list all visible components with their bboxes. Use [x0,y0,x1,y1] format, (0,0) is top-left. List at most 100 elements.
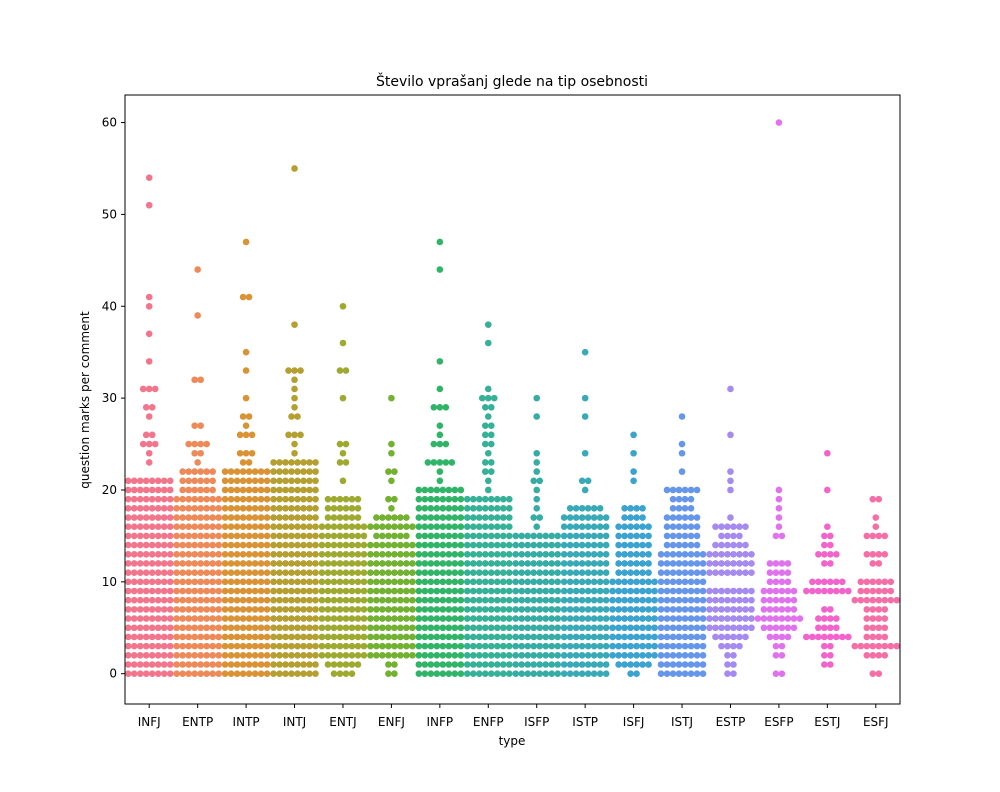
data-point-enfp [499,578,507,586]
data-point-enfp [505,596,513,604]
data-point-entp [197,514,204,521]
data-point-istp [602,514,610,521]
data-point-isfj [633,661,640,668]
data-point-infp [451,550,459,558]
data-point-estp [712,541,719,549]
data-point-infp [433,532,441,540]
data-point-entp [197,587,204,595]
data-point-intj [270,459,277,466]
data-point-entj [330,514,338,521]
data-point-esfp [790,624,798,632]
data-point-intp [239,514,247,521]
data-point-intj [288,606,295,613]
data-point-infj [148,523,156,531]
data-point-estj [827,532,834,540]
data-point-istj [681,642,689,650]
data-point-enfp [493,642,501,650]
data-point-intp [257,550,265,558]
data-point-estj [845,587,852,595]
data-point-esfp [790,615,798,622]
data-point-estp [736,523,743,531]
data-point-istp [572,661,580,668]
data-point-intp [248,449,256,457]
data-point-isfp [524,661,532,668]
data-point-intp [239,652,247,659]
data-point-intp [239,459,247,466]
data-point-estp [736,624,743,632]
x-tick-label: ISTJ [671,715,693,729]
data-point-infp [436,385,444,393]
data-point-enfp [475,624,483,632]
data-point-entp [173,495,180,503]
data-point-enfj [379,560,386,567]
data-point-isfj [633,541,640,549]
data-point-istp [584,532,592,540]
data-point-enfj [379,633,386,641]
data-point-intp [245,661,253,668]
data-point-istj [669,569,677,576]
data-point-infj [142,514,150,521]
data-point-estp [712,560,719,567]
data-point-intj [285,367,292,374]
data-point-intj [288,587,295,595]
data-point-isfp [518,661,526,668]
data-point-infp [445,578,453,586]
data-point-intp [263,578,271,586]
data-point-isfp [533,449,541,457]
data-point-istp [584,596,592,604]
data-point-intj [270,541,277,549]
data-point-infj [160,652,168,659]
data-point-istj [687,633,695,641]
data-point-isfp [542,652,550,659]
data-point-istj [699,578,707,586]
data-point-isfj [645,587,652,595]
data-point-infp [457,652,465,659]
data-point-infp [445,633,453,641]
data-point-estj [827,633,834,641]
data-point-enfp [499,532,507,540]
data-point-istj [675,541,683,549]
data-point-intj [276,459,283,466]
data-point-isfp [548,532,556,540]
data-point-enfp [475,578,483,586]
data-point-enfp [463,652,471,659]
data-point-esfp [766,587,774,595]
data-point-enfp [463,661,471,668]
data-point-infp [433,596,441,604]
data-point-istj [669,495,677,503]
data-point-istp [584,505,592,512]
data-point-intp [233,514,241,521]
data-point-entj [339,477,347,485]
data-point-intj [312,606,319,613]
data-point-istp [560,596,568,604]
data-point-entj [348,550,356,558]
data-point-esfp [772,596,780,604]
data-point-intj [306,642,313,650]
data-point-istj [675,532,683,540]
data-point-entj [360,615,368,622]
data-point-intj [270,560,277,567]
data-point-isfj [630,468,637,475]
data-point-intj [270,569,277,576]
data-point-enfp [487,642,495,650]
data-point-estp [718,642,725,650]
data-point-isfp [512,541,520,549]
data-point-esfj [893,596,901,604]
data-point-istp [602,587,610,595]
data-point-istj [693,578,701,586]
data-point-estj [839,587,846,595]
data-point-istp [566,532,574,540]
data-point-infj [166,477,174,485]
data-point-intp [251,670,259,677]
data-point-estp [712,523,719,531]
data-point-esfp [775,486,783,494]
data-points [124,119,901,677]
data-point-intp [227,495,235,503]
data-point-entj [324,532,332,540]
data-point-intj [276,468,283,475]
data-point-entj [348,642,356,650]
data-point-infp [415,505,423,512]
data-point-istp [572,596,580,604]
data-point-intj [282,670,289,677]
data-point-isfj [627,532,634,540]
